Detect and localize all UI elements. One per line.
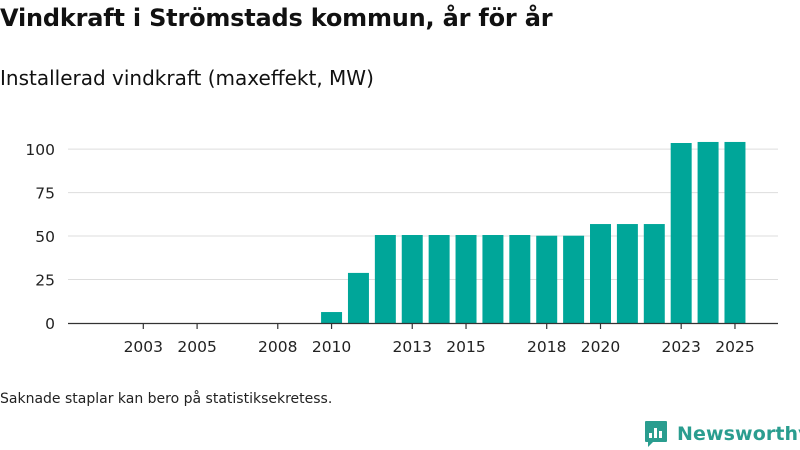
bar-2025[interactable] xyxy=(724,141,746,323)
brand-name: Newsworthy xyxy=(677,423,800,445)
y-tick-label: 100 xyxy=(25,141,55,159)
bars xyxy=(321,141,746,323)
bar-2013[interactable] xyxy=(401,235,423,323)
x-tick-label: 2008 xyxy=(258,338,297,356)
bar-2014[interactable] xyxy=(428,235,450,323)
newsworthy-logo-icon xyxy=(645,421,667,447)
bar-2017[interactable] xyxy=(509,235,531,323)
x-tick-label: 2018 xyxy=(527,338,566,356)
footnote: Saknade staplar kan bero på statistiksek… xyxy=(0,391,333,407)
bar-2021[interactable] xyxy=(616,224,638,323)
x-tick-label: 2015 xyxy=(446,338,485,356)
y-tick-label: 75 xyxy=(35,185,55,203)
y-tick-label: 0 xyxy=(45,315,55,333)
x-tick-label: 2020 xyxy=(581,338,620,356)
chart-subtitle: Installerad vindkraft (maxeffekt, MW) xyxy=(0,66,374,90)
bar-2015[interactable] xyxy=(455,235,477,323)
bar-2011[interactable] xyxy=(347,272,369,323)
chart-title: Vindkraft i Strömstads kommun, år för år xyxy=(0,4,553,32)
bar-2024[interactable] xyxy=(697,141,719,323)
brand-logo[interactable]: Newsworthy xyxy=(644,420,800,448)
x-tick-label: 2023 xyxy=(661,338,700,356)
bar-2023[interactable] xyxy=(670,143,692,323)
x-axis-tick-labels: 2003 2005 2008 2010 2013 2015 2018 2020 2023 2025 xyxy=(124,338,755,356)
bar-2012[interactable] xyxy=(374,235,396,323)
bar-2022[interactable] xyxy=(643,224,665,323)
bar-2018[interactable] xyxy=(536,235,558,323)
x-axis xyxy=(68,322,778,329)
bar-2019[interactable] xyxy=(563,235,585,323)
y-tick-label: 25 xyxy=(35,272,55,290)
x-tick-label: 2013 xyxy=(393,338,432,356)
y-axis-tick-labels: 0 25 50 75 100 xyxy=(25,141,55,333)
y-tick-label: 50 xyxy=(35,228,55,246)
bar-2016[interactable] xyxy=(482,235,504,323)
x-tick-label: 2025 xyxy=(715,338,754,356)
bar-2010[interactable] xyxy=(321,312,343,323)
bar-2020[interactable] xyxy=(590,224,611,323)
x-tick-label: 2005 xyxy=(177,338,216,356)
x-tick-label: 2003 xyxy=(124,338,163,356)
x-tick-label: 2010 xyxy=(312,338,351,356)
